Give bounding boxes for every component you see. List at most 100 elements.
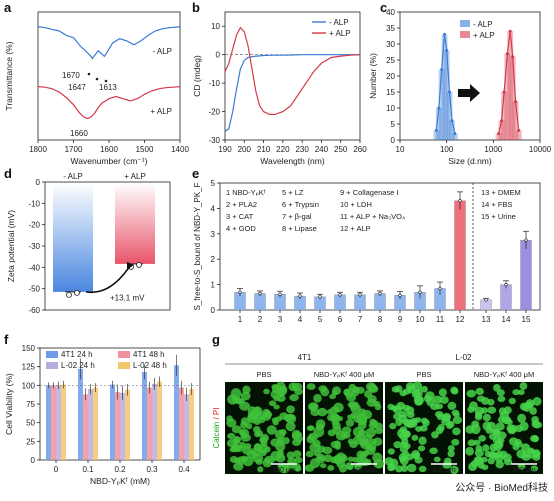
y-tick-label: 5 [211, 179, 216, 188]
y-tick-label: -10 [208, 79, 220, 88]
scale-bar-label: 100 μm [432, 467, 456, 474]
x-tick-label: 13 [482, 315, 491, 324]
data-point [445, 48, 449, 52]
y-tick-label: 1 [211, 281, 216, 290]
viability-bar [142, 371, 147, 460]
y-tick-label: 40 [386, 8, 395, 17]
cell-blob [447, 401, 457, 410]
peak-marker [95, 77, 99, 81]
histogram-bar [512, 101, 519, 140]
cell-blob [309, 442, 321, 453]
cell-blob [400, 430, 408, 437]
cell-blob [319, 463, 327, 469]
cell-blob [530, 465, 539, 472]
cell-blob [482, 413, 491, 422]
cell-blob [517, 463, 526, 470]
cell-blob [474, 406, 484, 416]
cell-blob [287, 414, 296, 421]
cell-blob [280, 464, 287, 471]
cell-blob [347, 456, 354, 462]
data-point [511, 55, 515, 59]
legend-label: + ALP [473, 31, 495, 40]
panel-label: a [4, 0, 12, 15]
x-tick-label: 10 [416, 315, 425, 324]
watermark-bg [390, 478, 550, 496]
cell-blob [519, 421, 529, 431]
cell-blob [405, 382, 416, 391]
cell-blob [487, 406, 497, 414]
legend-entry: 2 + PLA2 [226, 200, 257, 209]
viability-bar [46, 385, 51, 460]
x-tick-label: 0.2 [114, 465, 126, 474]
data-point [508, 29, 512, 33]
cell-blob [434, 411, 444, 418]
histogram-bar [451, 133, 458, 140]
cell-blob [399, 455, 409, 466]
x-tick-label: 1500 [136, 145, 154, 154]
viability-bar [51, 385, 56, 460]
cell-blob [508, 397, 516, 405]
y-tick-label: 10 [386, 104, 395, 113]
cell-blob [356, 386, 365, 394]
legend-entry: 4 + GOD [226, 224, 256, 233]
viability-bar [78, 368, 83, 460]
cell-blob [467, 439, 476, 447]
cell-blob [419, 425, 428, 432]
cell-blob [347, 414, 354, 420]
stain-label: Calcein / PI [212, 408, 221, 449]
histogram-bar [509, 56, 516, 140]
viability-bar [184, 394, 189, 460]
cell-blob [531, 419, 540, 428]
y-tick-label: -60 [28, 306, 40, 315]
cell-blob [406, 463, 417, 473]
x-tick-label: 7 [358, 315, 363, 324]
x-tick-label: 1600 [100, 145, 118, 154]
cell-blob [276, 394, 286, 402]
cell-blob [229, 456, 238, 463]
x-tick-label: 3 [278, 315, 283, 324]
cell-blob [289, 394, 299, 402]
cell-blob [239, 401, 251, 411]
viability-bar [147, 387, 152, 460]
cell-blob [387, 403, 395, 411]
y-tick-label: 75 [26, 400, 35, 409]
histogram-bar [435, 108, 442, 140]
cell-blob [332, 386, 341, 395]
cell-blob [438, 388, 447, 397]
cell-blob [447, 444, 455, 452]
y-tick-label: -10 [28, 199, 40, 208]
cell-blob [258, 443, 269, 454]
viability-bar [157, 381, 162, 460]
y-tick-label: 4 [211, 204, 216, 213]
cell-blob [333, 402, 344, 413]
data-point [418, 290, 422, 294]
cell-blob [447, 450, 455, 458]
cell-blob [499, 450, 508, 459]
cell-blob [294, 388, 303, 396]
cd-plot-frame [224, 11, 361, 141]
x-tick-label: 11 [436, 315, 445, 324]
y-axis-label: S_free-to-S_bound of NBD-Y_PK_F [193, 182, 202, 310]
x-tick-label: 5 [318, 315, 323, 324]
distribution-line [498, 31, 520, 134]
cell-blob [399, 390, 407, 397]
cell-blob [373, 458, 385, 469]
cell-blob [466, 389, 477, 398]
cell-blob [420, 385, 428, 393]
peak-label: 1660 [70, 129, 88, 138]
y-tick-label: 15 [386, 88, 395, 97]
cell-blob [282, 437, 290, 445]
cell-blob [266, 425, 277, 435]
data-point [500, 119, 504, 123]
legend-label: 4T1 24 h [61, 350, 93, 359]
cell-blob [370, 438, 377, 445]
x-tick-label: 250 [334, 145, 348, 154]
data-point [318, 295, 322, 299]
y-tick-label: 25 [26, 437, 35, 446]
cell-blob [426, 397, 435, 407]
cell-blob [242, 385, 251, 395]
cell-blob [525, 399, 535, 408]
y-tick-label: 30 [386, 40, 395, 49]
cell-blob [512, 389, 520, 396]
